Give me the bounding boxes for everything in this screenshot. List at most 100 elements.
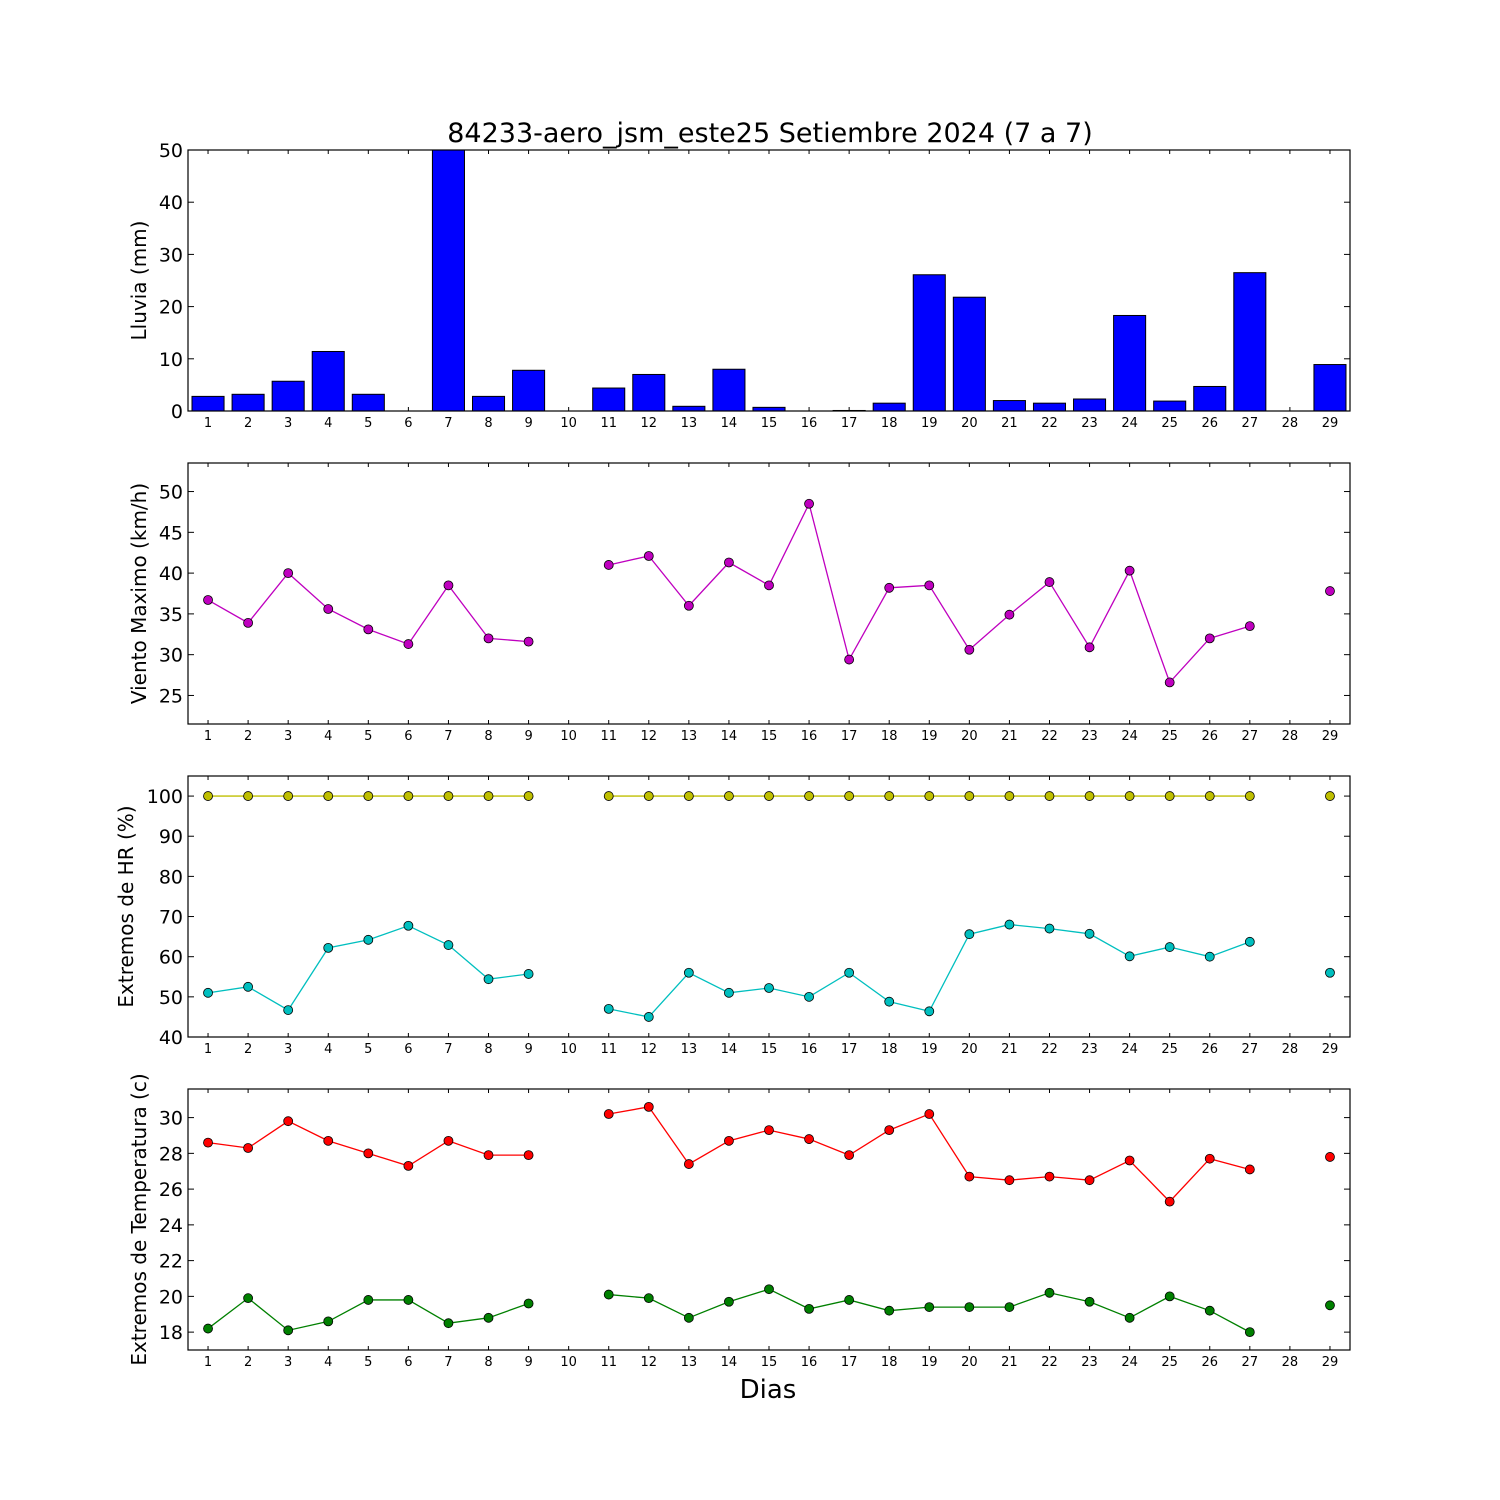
x-tick-label: 19 <box>921 1355 938 1370</box>
y-tick-label: 26 <box>159 1179 183 1201</box>
y-tick-label: 100 <box>147 786 183 808</box>
figure-title: 84233-aero_jsm_este25 Setiembre 2024 (7 … <box>447 118 1093 149</box>
series-line-hr_min <box>608 923 1251 1018</box>
x-tick-label: 12 <box>641 1042 658 1057</box>
x-tick-label: 21 <box>1001 416 1018 431</box>
y-tick-label: 22 <box>159 1251 183 1273</box>
point-t_min-day-8 <box>483 1312 494 1323</box>
rain-bar-day-22 <box>1032 402 1067 411</box>
y-tick-label: 40 <box>159 1027 183 1049</box>
point-hr_min-day-19 <box>924 1006 935 1017</box>
x-tick-label: 21 <box>1001 1355 1018 1370</box>
point-hr_min-day-6 <box>403 920 414 931</box>
point-wind-day-8 <box>483 633 494 644</box>
point-t_min-day-21 <box>1004 1302 1015 1312</box>
plot-area <box>203 791 1335 1022</box>
x-tick-label: 9 <box>524 1355 532 1370</box>
point-hr_min-day-1 <box>203 987 213 998</box>
rain-bar-day-24 <box>1113 314 1147 411</box>
point-t_max-day-25 <box>1164 1196 1175 1207</box>
x-tick-label: 4 <box>324 1355 332 1370</box>
series-line-t_max <box>207 1120 529 1167</box>
x-tick-label: 17 <box>841 416 858 431</box>
point-hr_max-day-25 <box>1164 791 1175 801</box>
x-tick-label: 21 <box>1001 1042 1018 1057</box>
rain-bar-day-7 <box>431 150 465 411</box>
x-tick-label: 18 <box>881 1042 898 1057</box>
axes-frame <box>187 149 1351 412</box>
point-wind-day-5 <box>363 624 374 635</box>
x-tick-label: 11 <box>600 1355 617 1370</box>
x-tick-label: 4 <box>324 416 332 431</box>
point-hr_max-day-5 <box>363 791 374 801</box>
rain-bar-day-19 <box>912 274 946 411</box>
y-tick-label: 30 <box>159 645 183 667</box>
x-tick-label: 28 <box>1282 1355 1299 1370</box>
x-tick-label: 5 <box>364 416 372 431</box>
x-tick-label: 24 <box>1121 1355 1138 1370</box>
point-wind-day-13 <box>683 600 694 611</box>
x-tick-label: 1 <box>204 729 212 744</box>
x-tick-label: 1 <box>204 1355 212 1370</box>
x-tick-label: 23 <box>1081 416 1098 431</box>
point-t_max-day-3 <box>283 1116 294 1127</box>
point-hr_max-day-19 <box>924 791 935 801</box>
point-hr_max-day-22 <box>1044 791 1055 801</box>
point-t_max-day-13 <box>683 1159 694 1169</box>
point-t_min-day-23 <box>1084 1296 1095 1307</box>
x-tick-label: 4 <box>324 729 332 744</box>
y-tick-label: 30 <box>159 1108 183 1130</box>
point-wind-day-27 <box>1244 621 1255 632</box>
y-axis-label: Lluvia (mm) <box>127 221 151 341</box>
point-t_min-day-27 <box>1244 1327 1255 1338</box>
x-tick-label: 6 <box>404 416 412 431</box>
x-tick-label: 22 <box>1041 1042 1058 1057</box>
point-t_min-day-7 <box>443 1318 454 1329</box>
y-tick-label: 18 <box>159 1322 183 1344</box>
x-tick-label: 28 <box>1282 729 1299 744</box>
point-t_min-day-15 <box>764 1284 774 1295</box>
y-tick-label: 50 <box>159 987 183 1009</box>
x-tick-label: 6 <box>404 729 412 744</box>
plot-area <box>203 498 1335 688</box>
x-tick-label: 8 <box>484 729 492 744</box>
point-hr_max-day-2 <box>243 791 254 801</box>
x-tick-label: 17 <box>841 729 858 744</box>
point-hr_min-day-21 <box>1004 919 1015 930</box>
x-tick-label: 21 <box>1001 729 1018 744</box>
rain-bar-day-5 <box>351 393 385 411</box>
x-tick-label: 7 <box>444 416 452 431</box>
x-tick-label: 13 <box>681 1355 698 1370</box>
x-tick-label: 27 <box>1242 416 1259 431</box>
rain-bar-day-15 <box>752 406 786 411</box>
point-hr_min-day-16 <box>804 991 814 1002</box>
x-tick-label: 11 <box>600 1042 617 1057</box>
point-t_max-day-9 <box>523 1150 534 1161</box>
point-hr_max-day-27 <box>1244 791 1255 801</box>
y-tick-label: 30 <box>159 244 183 266</box>
x-tick-label: 16 <box>801 416 818 431</box>
x-tick-label: 15 <box>761 729 778 744</box>
point-t_max-day-14 <box>724 1135 734 1146</box>
x-tick-label: 12 <box>641 416 658 431</box>
x-tick-label: 2 <box>244 729 252 744</box>
x-tick-label: 15 <box>761 1042 778 1057</box>
x-tick-label: 5 <box>364 1355 372 1370</box>
point-hr_max-day-7 <box>443 791 454 801</box>
point-hr_min-day-17 <box>844 967 855 978</box>
point-t_max-day-15 <box>764 1125 774 1136</box>
point-hr_min-day-5 <box>363 934 374 945</box>
x-tick-label: 1 <box>204 1042 212 1057</box>
x-tick-label: 14 <box>721 416 738 431</box>
point-hr_min-day-29 <box>1325 967 1335 978</box>
point-hr_max-day-1 <box>203 791 213 801</box>
point-hr_max-day-17 <box>844 791 855 801</box>
x-tick-label: 22 <box>1041 729 1058 744</box>
x-tick-label: 28 <box>1282 416 1299 431</box>
point-t_max-day-12 <box>643 1101 654 1112</box>
point-hr_min-day-20 <box>964 929 975 940</box>
y-tick-label: 80 <box>159 866 183 888</box>
